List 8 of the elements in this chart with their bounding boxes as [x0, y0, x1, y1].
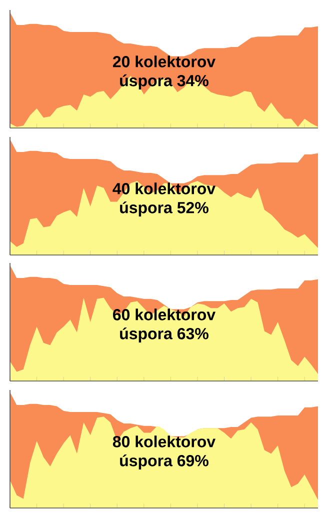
annotation: úspora 69%	[120, 454, 208, 470]
annotation: 40 kolektorov	[112, 182, 216, 194]
annotation: 60 kolektorov	[113, 308, 216, 320]
annotation: úspora 34%	[120, 74, 208, 90]
annotation: 80 kolektorov	[112, 436, 216, 448]
annotation: úspora 63%	[120, 327, 208, 342]
annotation: 20 kolektorov	[112, 56, 216, 68]
annotation: úspora 52%	[120, 201, 208, 216]
